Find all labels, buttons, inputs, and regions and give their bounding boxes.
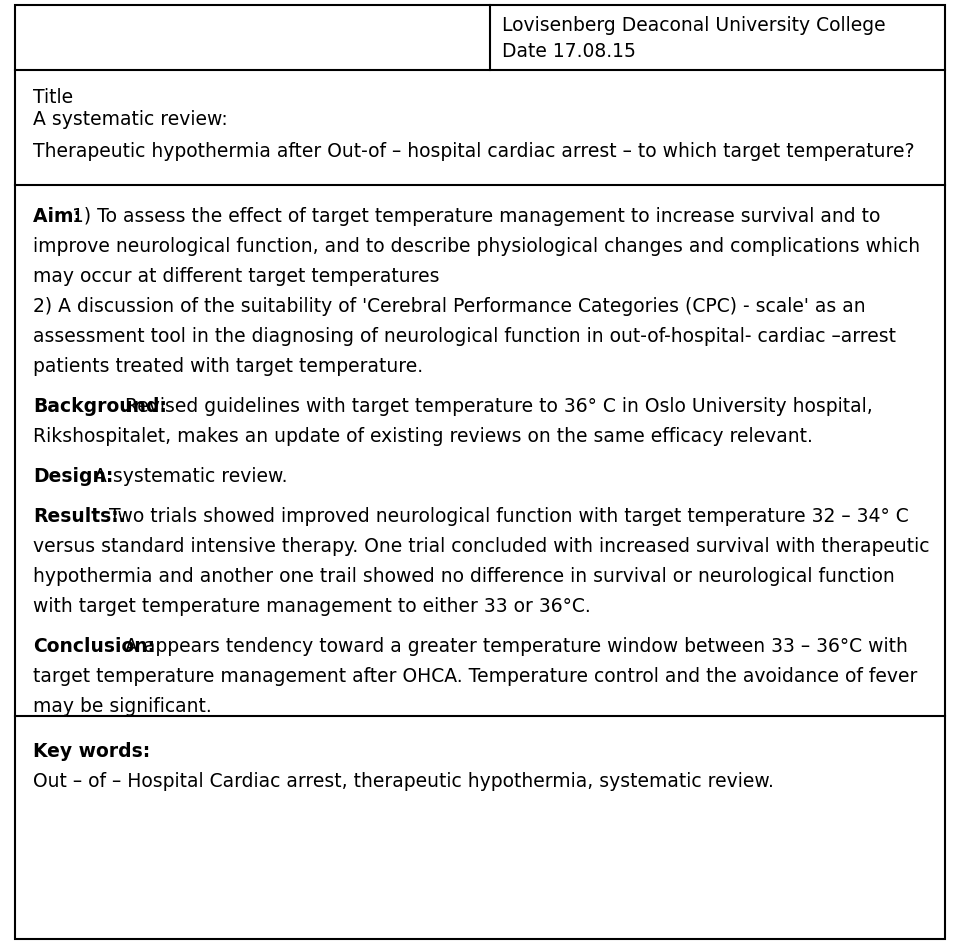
Text: Revised guidelines with target temperature to 36° C in Oslo University hospital,: Revised guidelines with target temperatu… <box>119 397 873 416</box>
Text: Title: Title <box>33 88 73 107</box>
Text: A systematic review.: A systematic review. <box>87 467 287 486</box>
Text: 2) A discussion of the suitability of 'Cerebral Performance Categories (CPC) - s: 2) A discussion of the suitability of 'C… <box>33 297 866 316</box>
Text: Date 17.08.15: Date 17.08.15 <box>502 42 636 61</box>
Text: patients treated with target temperature.: patients treated with target temperature… <box>33 357 423 376</box>
Text: may be significant.: may be significant. <box>33 697 212 716</box>
Text: Background:: Background: <box>33 397 167 416</box>
Text: Conclusion:: Conclusion: <box>33 637 156 656</box>
Text: Design:: Design: <box>33 467 113 486</box>
Text: Out – of – Hospital Cardiac arrest, therapeutic hypothermia, systematic review.: Out – of – Hospital Cardiac arrest, ther… <box>33 772 774 791</box>
Text: assessment tool in the diagnosing of neurological function in out-of-hospital- c: assessment tool in the diagnosing of neu… <box>33 327 896 346</box>
Text: Key words:: Key words: <box>33 742 151 761</box>
Text: Rikshospitalet, makes an update of existing reviews on the same efficacy relevan: Rikshospitalet, makes an update of exist… <box>33 427 813 446</box>
Text: hypothermia and another one trail showed no difference in survival or neurologic: hypothermia and another one trail showed… <box>33 567 895 586</box>
Text: with target temperature management to either 33 or 36°C.: with target temperature management to ei… <box>33 597 590 616</box>
Text: Two trials showed improved neurological function with target temperature 32 – 34: Two trials showed improved neurological … <box>104 507 909 526</box>
Text: Results:.: Results:. <box>33 507 126 526</box>
Text: Therapeutic hypothermia after Out-of – hospital cardiac arrest – to which target: Therapeutic hypothermia after Out-of – h… <box>33 142 915 161</box>
Text: may occur at different target temperatures: may occur at different target temperatur… <box>33 267 440 286</box>
Text: versus standard intensive therapy. One trial concluded with increased survival w: versus standard intensive therapy. One t… <box>33 537 929 556</box>
Text: A appears tendency toward a greater temperature window between 33 – 36°C with: A appears tendency toward a greater temp… <box>119 637 908 656</box>
Text: Aim:: Aim: <box>33 207 87 226</box>
Text: target temperature management after OHCA. Temperature control and the avoidance : target temperature management after OHCA… <box>33 667 918 686</box>
Text: 1) To assess the effect of target temperature management to increase survival an: 1) To assess the effect of target temper… <box>72 207 880 226</box>
Text: Lovisenberg Deaconal University College: Lovisenberg Deaconal University College <box>502 16 886 35</box>
Text: A systematic review:: A systematic review: <box>33 110 228 129</box>
Text: improve neurological function, and to describe physiological changes and complic: improve neurological function, and to de… <box>33 237 920 256</box>
